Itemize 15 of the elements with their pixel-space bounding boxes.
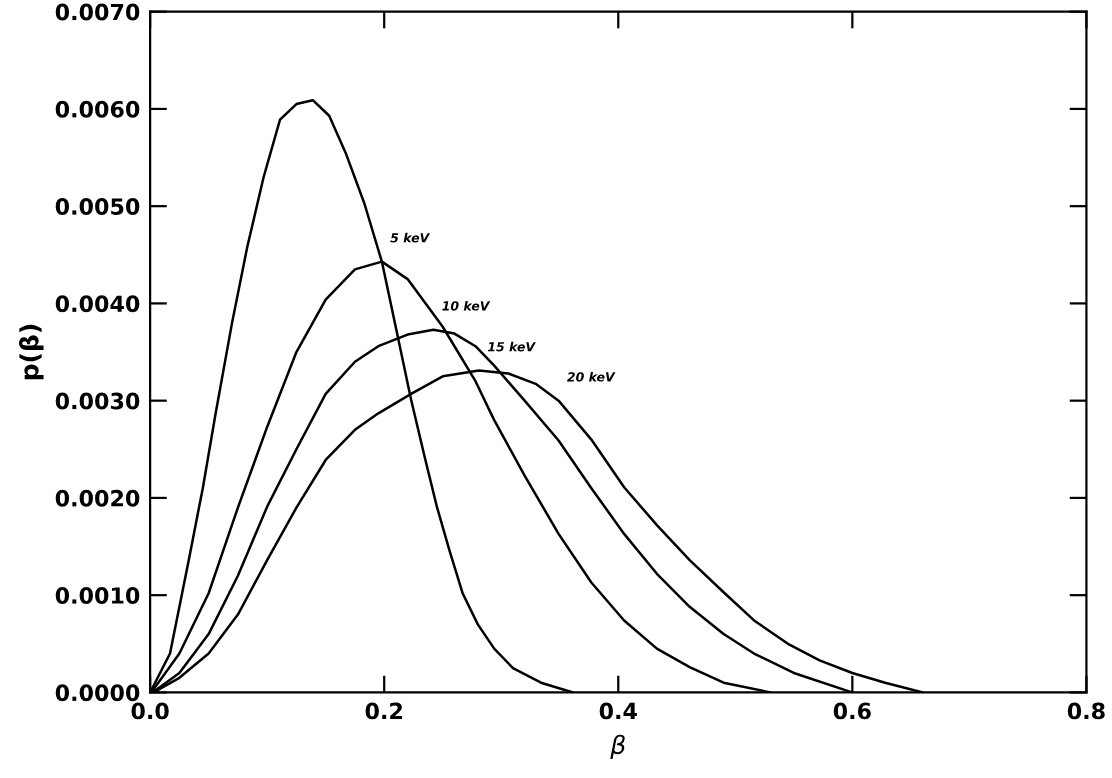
x-tick-label: 0.2 xyxy=(365,702,402,720)
y-tick-label: 0.0000 xyxy=(55,684,140,702)
y-tick-label: 0.0060 xyxy=(55,100,140,118)
x-tick-label: 0.8 xyxy=(1067,702,1105,720)
y-tick-label: 0.0020 xyxy=(55,489,140,507)
y-tick-label: 0.0030 xyxy=(55,392,140,410)
y-tick-label: 0.0040 xyxy=(55,295,140,313)
x-tick-label: 0.4 xyxy=(599,702,637,720)
y-axis-title: p(β) xyxy=(19,324,44,380)
y-tick-label: 0.0070 xyxy=(55,3,140,21)
x-tick-label: 0.6 xyxy=(833,702,871,720)
y-tick-label: 0.0050 xyxy=(55,198,140,215)
y-tick-label: 0.0010 xyxy=(55,587,140,604)
x-axis-title: β xyxy=(610,734,625,760)
x-tick-label: 0.0 xyxy=(131,702,169,720)
